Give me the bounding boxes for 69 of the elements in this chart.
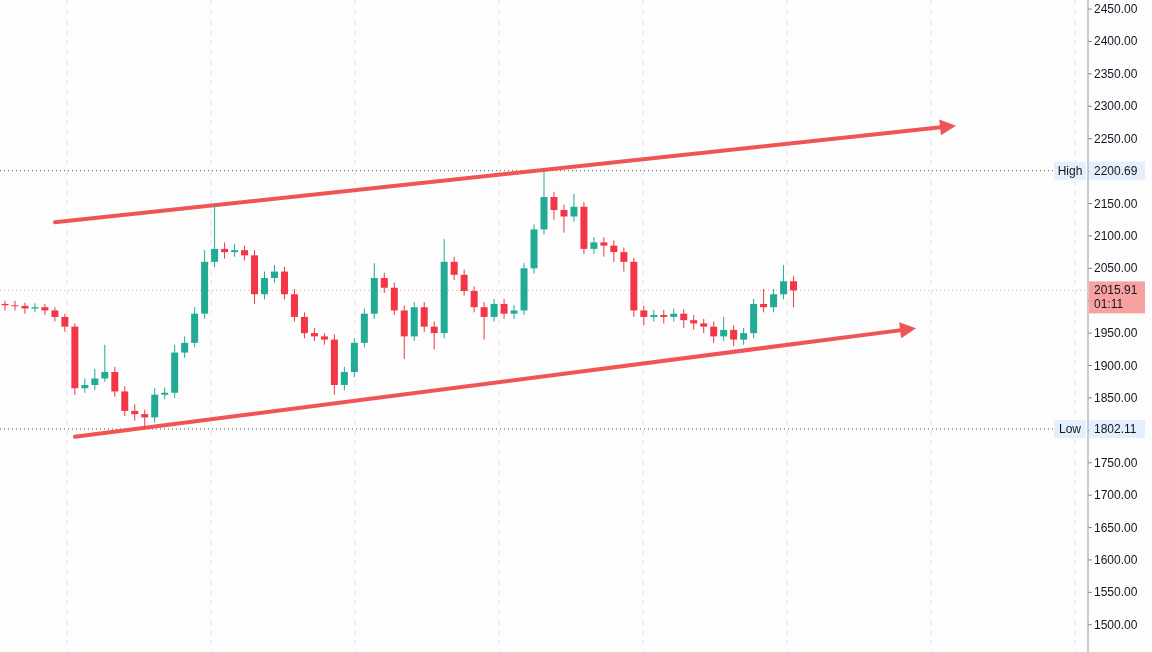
- y-tick-label: 2450.00: [1094, 2, 1138, 17]
- y-tick-label: 1750.00: [1094, 455, 1138, 470]
- y-tick-label: 2400.00: [1094, 34, 1138, 49]
- candlestick: [101, 344, 109, 383]
- y-tick-label: 2150.00: [1094, 196, 1138, 211]
- candlestick: [790, 275, 798, 308]
- candlestick: [61, 313, 69, 333]
- y-tick-label: 1650.00: [1094, 520, 1138, 535]
- text: 2200.69: [1094, 163, 1138, 178]
- candlestick: [610, 239, 618, 263]
- candlestick: [141, 409, 149, 430]
- candlestick: [91, 368, 99, 391]
- candlestick: [770, 288, 778, 313]
- y-tick-label: 1550.00: [1094, 585, 1138, 600]
- y-tick-label: 2100.00: [1094, 228, 1138, 243]
- candlestick: [420, 301, 428, 333]
- candlestick: [600, 236, 608, 258]
- y-tick-label: 1950.00: [1094, 326, 1138, 341]
- candlestick: [550, 191, 558, 221]
- candlestick: [450, 256, 458, 281]
- y-tick-label: 2300.00: [1094, 99, 1138, 114]
- candlestick: [390, 282, 398, 316]
- candlestick: [181, 335, 189, 359]
- candlestick: [430, 320, 438, 350]
- candlestick: [640, 305, 648, 326]
- text: 01:11: [1094, 297, 1124, 312]
- y-tick-label: 1600.00: [1094, 552, 1138, 567]
- y-tick-label: 2350.00: [1094, 66, 1138, 81]
- ref-line-label: High: [1057, 163, 1083, 178]
- candlestick: [510, 304, 518, 320]
- candlestick: [490, 298, 498, 322]
- candlestick: [290, 288, 298, 322]
- y-tick-label: 1850.00: [1094, 390, 1138, 405]
- candlestick: [41, 303, 49, 316]
- candlestick: [340, 366, 348, 391]
- ref-line-label: Low: [1058, 421, 1082, 436]
- y-tick-label: 2050.00: [1094, 261, 1138, 276]
- candlestick: [121, 385, 129, 417]
- candlestick: [11, 300, 19, 311]
- y-tick-label: 1900.00: [1094, 358, 1138, 373]
- candlestick: [730, 324, 738, 347]
- candlestick: [31, 302, 39, 313]
- candlestick: [480, 301, 488, 341]
- candlestick: [780, 264, 788, 300]
- candlestick: [590, 236, 598, 255]
- candlestick: [211, 203, 219, 268]
- y-tick-label: 1500.00: [1094, 617, 1138, 632]
- candlestick: [21, 302, 29, 315]
- candlestick: [470, 285, 478, 313]
- candlestick: [261, 271, 269, 300]
- text: 2015.91: [1094, 283, 1138, 298]
- candlestick: [710, 320, 718, 344]
- candlestick: [680, 308, 688, 329]
- candlestick: [111, 366, 119, 398]
- y-tick-label: 1700.00: [1094, 488, 1138, 503]
- candlestick: [151, 387, 159, 424]
- candlestick: [760, 288, 768, 313]
- candlestick: [51, 306, 59, 322]
- text: 1802.11: [1094, 421, 1137, 436]
- candlestick: [300, 311, 308, 339]
- candlestick: [280, 266, 288, 300]
- y-tick-label: 2250.00: [1094, 131, 1138, 146]
- candlestick: [500, 298, 508, 320]
- candlestick: [460, 269, 468, 297]
- candlestick: [720, 316, 728, 342]
- candlestick: [570, 193, 578, 223]
- candlestick: [620, 247, 628, 273]
- candlestick: [560, 204, 568, 234]
- candlestick: [380, 272, 388, 294]
